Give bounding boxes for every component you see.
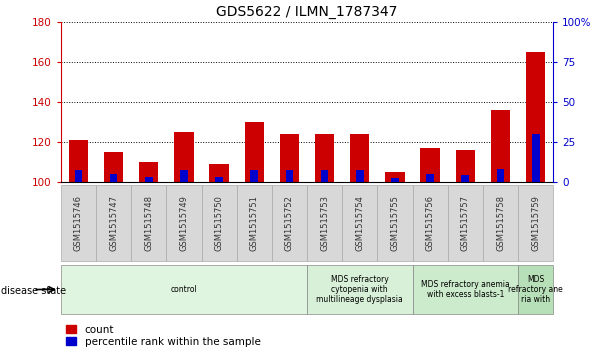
- Bar: [350, 134, 370, 182]
- Bar: [455, 150, 475, 182]
- Bar: [461, 175, 469, 182]
- Bar: [532, 134, 539, 182]
- Bar: [250, 170, 258, 182]
- Bar: [174, 132, 193, 182]
- Bar: [307, 185, 342, 261]
- Bar: [139, 162, 159, 182]
- Text: GSM1515750: GSM1515750: [215, 195, 224, 251]
- Bar: [413, 185, 447, 261]
- Bar: [391, 178, 399, 182]
- Text: GSM1515752: GSM1515752: [285, 195, 294, 251]
- Bar: [96, 185, 131, 261]
- Bar: [61, 265, 307, 314]
- Bar: [180, 170, 188, 182]
- Bar: [426, 174, 434, 182]
- Bar: [342, 185, 378, 261]
- Bar: [526, 52, 545, 182]
- Bar: [286, 170, 293, 182]
- Bar: [201, 185, 237, 261]
- Bar: [421, 147, 440, 182]
- Bar: [215, 177, 223, 182]
- Bar: [131, 185, 167, 261]
- Text: GSM1515753: GSM1515753: [320, 195, 329, 251]
- Bar: [280, 134, 299, 182]
- Bar: [104, 152, 123, 182]
- Text: GSM1515755: GSM1515755: [390, 195, 399, 251]
- Bar: [69, 139, 88, 182]
- Bar: [75, 170, 82, 182]
- Text: GSM1515746: GSM1515746: [74, 195, 83, 251]
- Bar: [518, 265, 553, 314]
- Bar: [209, 163, 229, 182]
- Text: GSM1515759: GSM1515759: [531, 195, 540, 251]
- Bar: [356, 170, 364, 182]
- Text: GSM1515758: GSM1515758: [496, 195, 505, 251]
- Bar: [307, 265, 413, 314]
- Text: GSM1515748: GSM1515748: [144, 195, 153, 251]
- Bar: [497, 169, 505, 182]
- Text: disease state: disease state: [1, 286, 66, 296]
- Text: MDS refractory
cytopenia with
multilineage dysplasia: MDS refractory cytopenia with multilinea…: [316, 274, 403, 305]
- Bar: [413, 265, 518, 314]
- Text: GSM1515757: GSM1515757: [461, 195, 470, 251]
- Title: GDS5622 / ILMN_1787347: GDS5622 / ILMN_1787347: [216, 5, 398, 19]
- Bar: [244, 122, 264, 182]
- Text: GSM1515756: GSM1515756: [426, 195, 435, 251]
- Text: GSM1515754: GSM1515754: [355, 195, 364, 251]
- Bar: [109, 174, 117, 182]
- Text: MDS
refractory ane
ria with: MDS refractory ane ria with: [508, 274, 563, 305]
- Text: GSM1515747: GSM1515747: [109, 195, 118, 251]
- Bar: [385, 172, 405, 182]
- Text: GSM1515749: GSM1515749: [179, 195, 188, 251]
- Bar: [378, 185, 413, 261]
- Bar: [167, 185, 201, 261]
- Bar: [315, 134, 334, 182]
- Bar: [483, 185, 518, 261]
- Text: MDS refractory anemia
with excess blasts-1: MDS refractory anemia with excess blasts…: [421, 280, 510, 299]
- Bar: [321, 170, 328, 182]
- Bar: [518, 185, 553, 261]
- Bar: [447, 185, 483, 261]
- Legend: count, percentile rank within the sample: count, percentile rank within the sample: [66, 325, 261, 347]
- Bar: [272, 185, 307, 261]
- Text: control: control: [171, 285, 197, 294]
- Text: GSM1515751: GSM1515751: [250, 195, 259, 251]
- Bar: [491, 110, 510, 182]
- Bar: [145, 177, 153, 182]
- Bar: [61, 185, 96, 261]
- Bar: [237, 185, 272, 261]
